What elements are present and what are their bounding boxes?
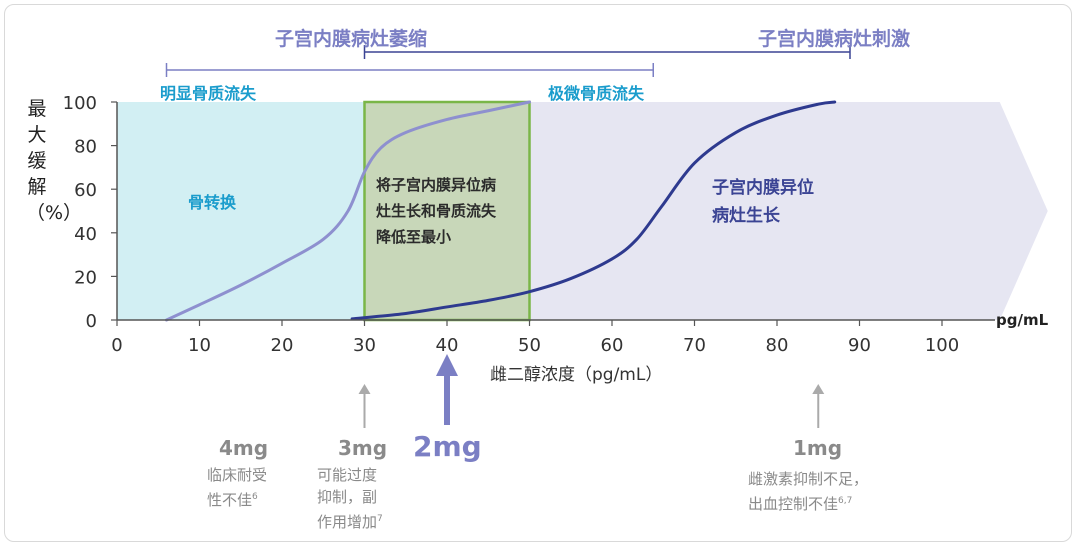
x-tick-label: 0: [111, 335, 122, 356]
dose-4mg-label: 4mg: [219, 436, 269, 460]
dose-4mg-ref: 6: [252, 492, 258, 502]
x-tick-label: 40: [436, 335, 459, 356]
dose-2mg-label: 2mg: [413, 430, 482, 463]
x-axis-label: 雌二醇浓度（pg/mL）: [490, 365, 663, 385]
dose-arrowhead: [812, 384, 825, 394]
x-tick-label: 100: [925, 335, 959, 356]
minimal-bone-loss-label: 极微骨质流失: [548, 84, 645, 103]
x-tick-label: 50: [518, 335, 541, 356]
dose-1mg-note-line: 雌激素抑制不足，: [748, 470, 869, 488]
dose-1mg-ref: 6,7: [838, 496, 853, 506]
growth-zone-label: 子宫内膜异位 病灶生长: [712, 174, 814, 230]
dose-arrowhead: [436, 354, 458, 376]
dose-3mg-note-line: 作用增加: [317, 513, 378, 531]
optimal-zone-line: 将子宫内膜异位病: [376, 176, 497, 194]
atrophy-label: 子宫内膜病灶萎缩: [275, 28, 428, 50]
dose-1mg-label: 1mg: [793, 436, 843, 460]
dose-1mg-note: 雌激素抑制不足， 出血控制不佳6,7: [748, 468, 868, 515]
x-tick-label: 10: [188, 335, 211, 356]
endometriosis-growth-zone: [529, 102, 1048, 320]
endometriosis-stimulation-curve: [350, 100, 837, 321]
x-tick-label: 90: [848, 335, 871, 356]
dose-4mg-note-line: 临床耐受: [207, 466, 268, 484]
optimal-zone-label: 将子宫内膜异位病 灶生长和骨质流失 降低至最小: [376, 172, 496, 250]
dose-3mg-ref: 7: [377, 514, 383, 524]
x-tick-label: 20: [271, 335, 294, 356]
dose-4mg-note: 临床耐受 性不佳6: [207, 464, 267, 511]
dose-1mg-note-line: 出血控制不佳: [748, 495, 839, 513]
x-tick-label: 30: [353, 335, 376, 356]
bone-turnover-label: 骨转换: [188, 193, 237, 212]
y-tick-label: 20: [74, 267, 97, 288]
stimulation-label: 子宫内膜病灶刺激: [758, 28, 911, 50]
optimal-zone-line: 灶生长和骨质流失: [376, 202, 497, 220]
y-axis-label: 最大缓解（%）: [26, 98, 82, 224]
growth-zone-line: 病灶生长: [712, 206, 780, 226]
x-tick-label: 80: [766, 335, 789, 356]
y-tick-label: 40: [74, 224, 97, 245]
x-tick-label: 60: [601, 335, 624, 356]
dose-arrowhead: [358, 384, 371, 394]
optimal-zone-line: 降低至最小: [376, 228, 452, 246]
y-tick-label: 80: [74, 137, 97, 158]
dose-3mg-label: 3mg: [338, 436, 388, 460]
x-unit-label: pg/mL: [996, 311, 1049, 329]
dose-3mg-note-line: 可能过度: [317, 466, 378, 484]
bone-turnover-zone: [117, 102, 365, 320]
bone-loss-curve: [165, 100, 531, 322]
dose-3mg-note: 可能过度 抑制，副 作用增加7: [317, 464, 383, 533]
dose-3mg-note-line: 抑制，副: [317, 488, 378, 506]
obvious-bone-loss-label: 明显骨质流失: [160, 84, 257, 103]
dose-4mg-note-line: 性不佳: [207, 491, 253, 509]
y-tick-label: 60: [74, 180, 97, 201]
growth-zone-line: 子宫内膜异位: [712, 178, 814, 198]
x-tick-label: 70: [683, 335, 706, 356]
y-tick-label: 0: [86, 311, 97, 332]
y-tick-label: 100: [63, 93, 97, 114]
